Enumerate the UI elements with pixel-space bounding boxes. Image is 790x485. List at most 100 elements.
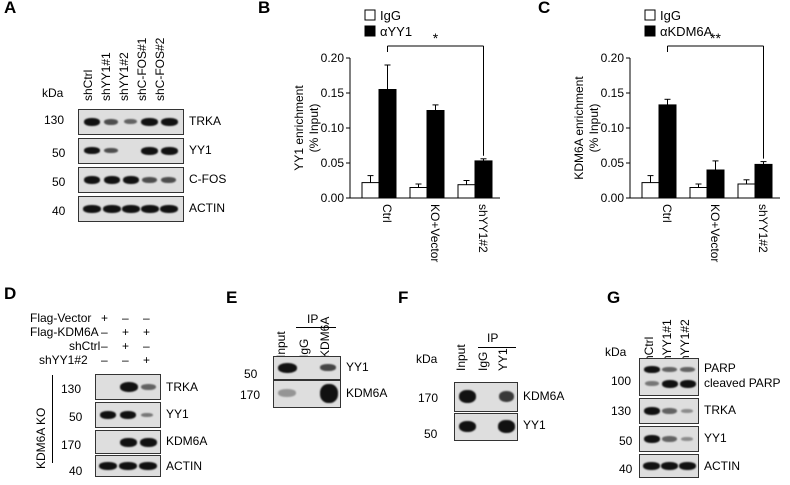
mw-marker: 50	[619, 434, 633, 448]
kdm6a-ko-label: KDM6A KO	[34, 407, 48, 469]
bar	[426, 110, 445, 199]
significance-marker: **	[710, 30, 721, 46]
legend-swatch	[644, 25, 656, 37]
mw-marker: 50	[244, 367, 258, 381]
panel-c-letter: C	[538, 0, 551, 17]
blot-yy1	[273, 356, 341, 380]
legend-swatch	[364, 25, 376, 37]
condition-mark: –	[143, 339, 150, 353]
legend-swatch	[644, 9, 656, 21]
panel-a-letter: A	[4, 0, 17, 17]
y-tick-label: 0.10	[321, 121, 345, 135]
y-axis-label: (% Input)	[587, 104, 601, 153]
blot-label: C-FOS	[189, 172, 227, 186]
condition-label: shYY1#2	[39, 353, 88, 367]
lane-label: shCtrl	[81, 69, 95, 101]
panel-g-letter: G	[607, 288, 621, 307]
bar	[409, 187, 428, 199]
mw-marker: 50	[424, 427, 438, 441]
mw-marker: 170	[61, 438, 82, 452]
lane-label: Input	[454, 344, 468, 371]
bar	[457, 184, 476, 199]
legend-label: αKDM6A	[660, 24, 713, 39]
y-tick-label: 0.05	[321, 156, 345, 170]
blot-yy1	[639, 426, 699, 452]
panel-b-letter: B	[258, 0, 271, 17]
condition-mark: –	[101, 353, 108, 367]
legend-label: IgG	[380, 8, 401, 23]
condition-mark: –	[143, 311, 150, 325]
bracket-line	[52, 375, 53, 463]
blot-label: cleaved PARP	[704, 376, 781, 390]
mw-marker: 130	[611, 404, 632, 418]
panel-e-letter: E	[226, 288, 238, 307]
mw-marker: 100	[611, 374, 632, 388]
y-tick-label: 0.15	[321, 86, 345, 100]
y-tick-label: 0.20	[601, 51, 625, 65]
lane-label: shC-FOS#2	[153, 37, 167, 101]
blot-yy1	[78, 138, 184, 164]
bar	[474, 160, 493, 199]
panel-f-letter: F	[398, 288, 409, 307]
mw-marker: 50	[52, 175, 66, 189]
ip-bracket	[478, 347, 516, 348]
condition-mark: +	[143, 353, 151, 367]
condition-mark: +	[122, 339, 130, 353]
y-tick-label: 0.05	[601, 156, 625, 170]
mw-marker: 40	[619, 462, 633, 476]
x-tick-label: shYY1#2	[756, 204, 770, 253]
chart-yy1-enrichment: 0.00 0.05 0.10 0.15 0.20 YY1 enrichment (% Inp…	[292, 8, 500, 262]
blot-trka	[95, 374, 161, 400]
condition-label: Flag-Vector	[30, 311, 92, 325]
x-tick-label: Ctrl	[660, 204, 674, 223]
x-tick-label: KO+Vector	[708, 204, 722, 262]
y-tick-label: 0.00	[321, 191, 345, 205]
legend-swatch	[364, 9, 376, 21]
blot-label: TRKA	[166, 380, 199, 394]
blot-trka	[639, 398, 699, 424]
kda-label-a: kDa	[42, 86, 64, 100]
bar	[689, 187, 708, 199]
lane-label: Input	[274, 331, 288, 358]
blot-label: YY1	[189, 143, 212, 157]
blot-label: ACTIN	[189, 201, 225, 215]
blot-trka	[78, 109, 184, 135]
blot-label: TRKA	[704, 403, 737, 417]
y-tick-label: 0.15	[601, 86, 625, 100]
blot-actin	[95, 455, 161, 477]
significance-marker: *	[433, 30, 439, 46]
blot-yy1	[454, 413, 518, 441]
condition-mark: +	[143, 325, 151, 339]
y-axis-label: YY1 enrichment	[292, 85, 306, 171]
blot-actin	[78, 196, 184, 222]
legend-label: IgG	[660, 8, 681, 23]
lane-label: shYY1#1	[99, 52, 113, 101]
y-tick-label: 0.10	[601, 121, 625, 135]
mw-marker: 50	[69, 410, 83, 424]
y-axis-label: (% Input)	[307, 104, 321, 153]
blot-label: YY1	[704, 431, 727, 445]
blot-label: YY1	[523, 418, 546, 432]
condition-mark: –	[101, 325, 108, 339]
mw-marker: 130	[61, 382, 82, 396]
condition-label: Flag-KDM6A	[30, 325, 99, 339]
condition-label: shCtrl	[69, 339, 101, 353]
kda-label-f: kDa	[416, 352, 438, 366]
mw-marker: 170	[240, 388, 261, 402]
bar	[641, 182, 660, 199]
condition-mark: +	[101, 311, 109, 325]
lane-label: shYY1#2	[117, 52, 131, 101]
ip-bracket	[296, 327, 336, 328]
x-tick-label: shYY1#2	[476, 204, 490, 253]
lane-label: shC-FOS#1	[135, 37, 149, 101]
blot-yy1	[95, 402, 161, 428]
blot-label: YY1	[166, 407, 189, 421]
blot-label: YY1	[346, 360, 369, 374]
mw-marker: 130	[44, 113, 65, 127]
legend-label: αYY1	[380, 24, 412, 39]
blot-actin	[639, 454, 699, 478]
blot-parp	[639, 358, 699, 396]
panel-d-letter: D	[4, 284, 17, 303]
blot-cfos	[78, 167, 184, 193]
lane-label: KDM6A	[318, 316, 332, 358]
